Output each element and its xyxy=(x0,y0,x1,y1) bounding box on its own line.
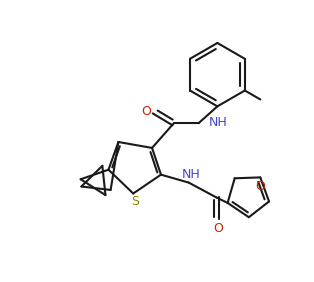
Text: O: O xyxy=(141,105,151,118)
Text: S: S xyxy=(131,195,139,208)
Text: O: O xyxy=(255,180,265,193)
Text: O: O xyxy=(214,222,223,235)
Text: NH: NH xyxy=(181,168,200,181)
Text: NH: NH xyxy=(208,116,227,129)
